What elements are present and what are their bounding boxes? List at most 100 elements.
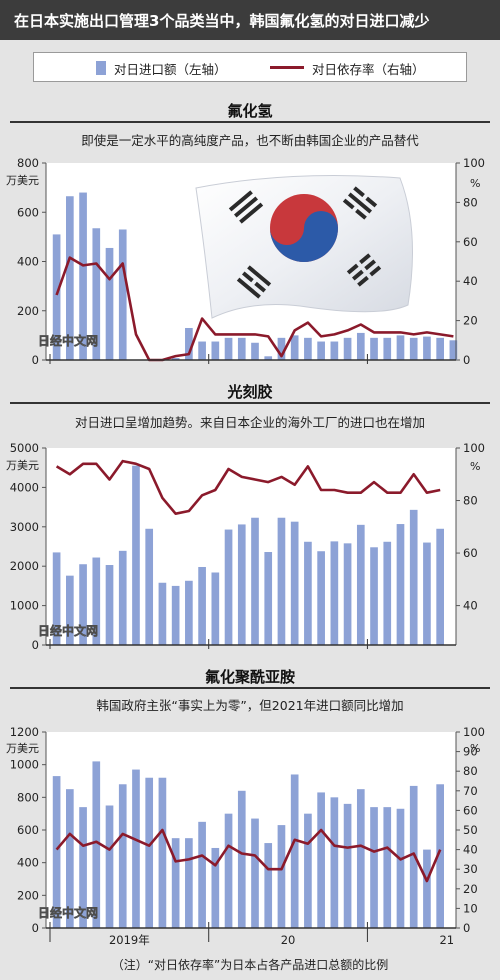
bar xyxy=(145,777,154,928)
bar xyxy=(317,551,325,645)
watermark-text: 日经中文网 xyxy=(38,623,98,638)
bar xyxy=(158,582,167,645)
bar xyxy=(66,575,74,645)
bar xyxy=(79,807,87,928)
panel-1-rule xyxy=(10,121,490,123)
panel-2-title: 光刻胶 xyxy=(227,383,273,401)
left-tick-label: 4000 xyxy=(10,480,39,494)
right-tick-label: 0 xyxy=(463,353,470,367)
bar xyxy=(224,529,233,645)
left-tick-label: 3000 xyxy=(10,520,39,534)
left-tick-label: 200 xyxy=(17,304,39,318)
bar xyxy=(290,774,299,928)
legend-bar-label: 对日进口额（左轴） xyxy=(114,62,227,77)
right-tick-label: 80 xyxy=(463,494,478,508)
right-tick-label: 20 xyxy=(463,314,478,328)
left-tick-label: 400 xyxy=(17,856,39,870)
watermark-text: 日经中文网 xyxy=(38,905,98,920)
left-tick-label: 1000 xyxy=(10,599,39,613)
right-axis-unit: % xyxy=(470,742,480,755)
left-tick-label: 0 xyxy=(32,353,39,367)
bar xyxy=(264,843,273,928)
right-axis-unit: % xyxy=(470,177,480,190)
bar xyxy=(290,335,299,360)
bar xyxy=(52,234,61,360)
bar xyxy=(264,552,273,645)
bar xyxy=(237,337,246,360)
bar xyxy=(105,247,114,360)
bar xyxy=(343,337,352,360)
left-tick-label: 800 xyxy=(17,156,39,170)
legend: 对日进口额（左轴） 对日依存率（右轴） xyxy=(33,52,467,82)
bar xyxy=(277,825,286,928)
bar xyxy=(436,784,444,928)
bar xyxy=(66,196,74,360)
bar xyxy=(251,342,259,360)
bar xyxy=(224,813,233,928)
bar xyxy=(171,838,180,928)
bar xyxy=(409,337,418,360)
x-year-label: 2019年 xyxy=(109,933,150,947)
right-tick-label: 70 xyxy=(463,784,478,798)
panel-3-title: 氟化聚酰亚胺 xyxy=(204,668,295,686)
bar xyxy=(370,807,378,928)
bar xyxy=(304,337,312,360)
trigram-icon xyxy=(228,186,382,299)
bar xyxy=(171,358,180,360)
bar xyxy=(370,337,378,360)
page-title: 在日本实施出口管理3个品类当中，韩国氟化氢的对日进口减少 xyxy=(14,12,430,30)
bar xyxy=(330,541,339,645)
bar xyxy=(317,341,325,360)
watermark-text: 日经中文网 xyxy=(38,333,98,348)
panel-1-subtitle: 即使是一定水平的高纯度产品，也不断由韩国企业的产品替代 xyxy=(81,133,419,148)
bar xyxy=(52,552,61,645)
bar xyxy=(290,521,299,645)
bar xyxy=(158,777,167,928)
bar xyxy=(423,336,431,360)
bar xyxy=(330,341,339,360)
bar xyxy=(449,340,458,360)
left-tick-label: 600 xyxy=(17,823,39,837)
right-tick-label: 100 xyxy=(463,441,485,455)
bar xyxy=(211,572,220,645)
right-tick-label: 80 xyxy=(463,764,478,778)
right-tick-label: 80 xyxy=(463,195,478,209)
right-tick-label: 0 xyxy=(463,921,470,935)
korean-flag-image xyxy=(195,175,413,319)
bar xyxy=(92,228,101,360)
bar xyxy=(396,524,405,645)
left-tick-label: 400 xyxy=(17,255,39,269)
bar xyxy=(118,550,127,645)
bar xyxy=(79,192,87,360)
panel-3-rule xyxy=(10,687,490,689)
footnote: （注）“对日依存率”为日本占各产品进口总额的比例 xyxy=(111,958,389,972)
right-tick-label: 40 xyxy=(463,843,478,857)
left-tick-label: 2000 xyxy=(10,559,39,573)
bar xyxy=(356,524,365,645)
bar xyxy=(185,327,193,360)
bar xyxy=(211,341,220,360)
bar xyxy=(171,585,180,645)
left-tick-label: 5000 xyxy=(10,441,39,455)
panel-3-subtitle: 韩国政府主张“事实上为零”，但2021年进口额同比增加 xyxy=(96,698,404,713)
bar xyxy=(92,557,101,645)
bar xyxy=(317,792,325,928)
left-axis-unit: 万美元 xyxy=(6,459,39,472)
bar xyxy=(66,789,74,928)
right-tick-label: 100 xyxy=(463,156,485,170)
left-tick-label: 0 xyxy=(32,638,39,652)
panel-2-rule xyxy=(10,402,490,404)
bar xyxy=(370,547,378,645)
bar xyxy=(211,847,220,928)
bar xyxy=(383,541,392,645)
right-tick-label: 100 xyxy=(463,725,485,739)
bar xyxy=(105,805,114,928)
right-tick-label: 60 xyxy=(463,546,478,560)
right-tick-label: 20 xyxy=(463,882,478,896)
right-axis-unit: % xyxy=(470,460,480,473)
legend-bar-swatch xyxy=(96,61,106,75)
taegeuk-icon xyxy=(270,194,338,262)
right-tick-label: 50 xyxy=(463,823,478,837)
panel-1-title: 氟化氢 xyxy=(227,102,273,120)
